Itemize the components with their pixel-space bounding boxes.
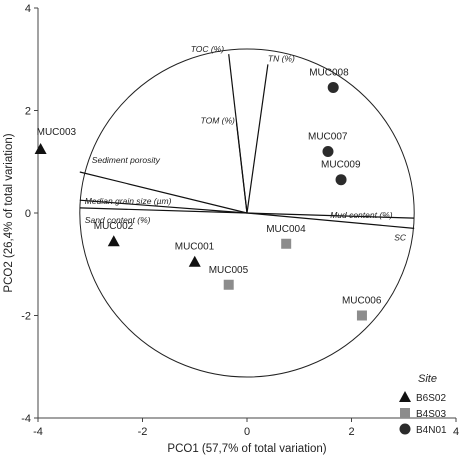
point-label: MUC002 bbox=[94, 221, 134, 232]
data-point-circle bbox=[335, 174, 347, 186]
vector-label: Median grain size (µm) bbox=[85, 196, 172, 206]
point-label: MUC006 bbox=[342, 296, 382, 307]
vector-line bbox=[79, 207, 248, 214]
data-point-circle bbox=[322, 146, 334, 157]
y-tick-label: -4 bbox=[21, 413, 31, 425]
x-tick-label: 2 bbox=[348, 426, 354, 438]
legend-entry-label: B4N01 bbox=[416, 425, 447, 436]
y-tick-label: 0 bbox=[25, 208, 31, 220]
vector-label: Sand content (%) bbox=[85, 215, 151, 225]
point-label: MUC005 bbox=[209, 265, 249, 276]
correlation-circle bbox=[79, 48, 415, 378]
vector-line bbox=[246, 64, 269, 214]
x-tick-label: 4 bbox=[453, 426, 459, 438]
data-point-circle bbox=[327, 81, 339, 93]
point-layer: MUC003 MUC002 MUC001 MUC004 MUC005 MUC006 MUC0… bbox=[34, 67, 382, 321]
data-point-square bbox=[281, 238, 292, 249]
point-label: MUC003 bbox=[37, 127, 77, 138]
vector-line bbox=[235, 123, 248, 214]
correlation-circle-layer bbox=[79, 48, 415, 378]
legend-entry-label: B4S03 bbox=[416, 409, 446, 420]
tick-layer: -4 -2 0 2 4 -4 -2 0 2 4 bbox=[21, 3, 459, 438]
point-label: MUC007 bbox=[308, 132, 348, 143]
y-tick-label: -2 bbox=[21, 311, 31, 323]
legend: Site B6S02 B4S03 B4N01 bbox=[399, 373, 447, 436]
legend-entry-label: B6S02 bbox=[416, 393, 446, 404]
data-point-triangle bbox=[188, 255, 201, 267]
vector-label: TOM (%) bbox=[201, 115, 235, 125]
x-tick-label: 0 bbox=[244, 426, 250, 438]
legend-marker-square bbox=[400, 408, 410, 418]
vector-line bbox=[79, 199, 248, 214]
point-label: MUC008 bbox=[309, 67, 349, 78]
point-label: MUC001 bbox=[175, 242, 215, 253]
vector-line bbox=[246, 212, 415, 219]
data-point-triangle bbox=[107, 235, 120, 247]
vector-label: TOC (%) bbox=[191, 44, 225, 54]
y-tick-label: 4 bbox=[25, 3, 31, 15]
x-tick-label: -2 bbox=[138, 426, 148, 438]
vector-line bbox=[246, 212, 415, 229]
vector-label: SC bbox=[394, 232, 407, 242]
vector-label: Mud content (%) bbox=[330, 210, 393, 220]
vector-layer: TOC (%) TN (%) TOM (%) Sediment porosity Med… bbox=[79, 44, 415, 242]
data-point-triangle bbox=[34, 142, 47, 154]
vector-label: Sediment porosity bbox=[92, 155, 161, 165]
vector-label: TN (%) bbox=[268, 53, 295, 63]
data-point-square bbox=[356, 310, 367, 321]
legend-marker-triangle bbox=[399, 391, 411, 402]
data-point-square bbox=[223, 279, 234, 290]
legend-marker-circle bbox=[399, 423, 411, 435]
vector-line bbox=[79, 171, 248, 214]
x-tick-label: -4 bbox=[33, 426, 43, 438]
y-tick-label: 2 bbox=[25, 106, 31, 118]
y-axis-title: PCO2 (26,4% of total variation) bbox=[3, 133, 15, 292]
point-label: MUC009 bbox=[321, 160, 361, 171]
legend-title: Site bbox=[418, 373, 437, 385]
x-axis-title: PCO1 (57,7% of total variation) bbox=[167, 443, 326, 455]
point-label: MUC004 bbox=[266, 224, 306, 235]
